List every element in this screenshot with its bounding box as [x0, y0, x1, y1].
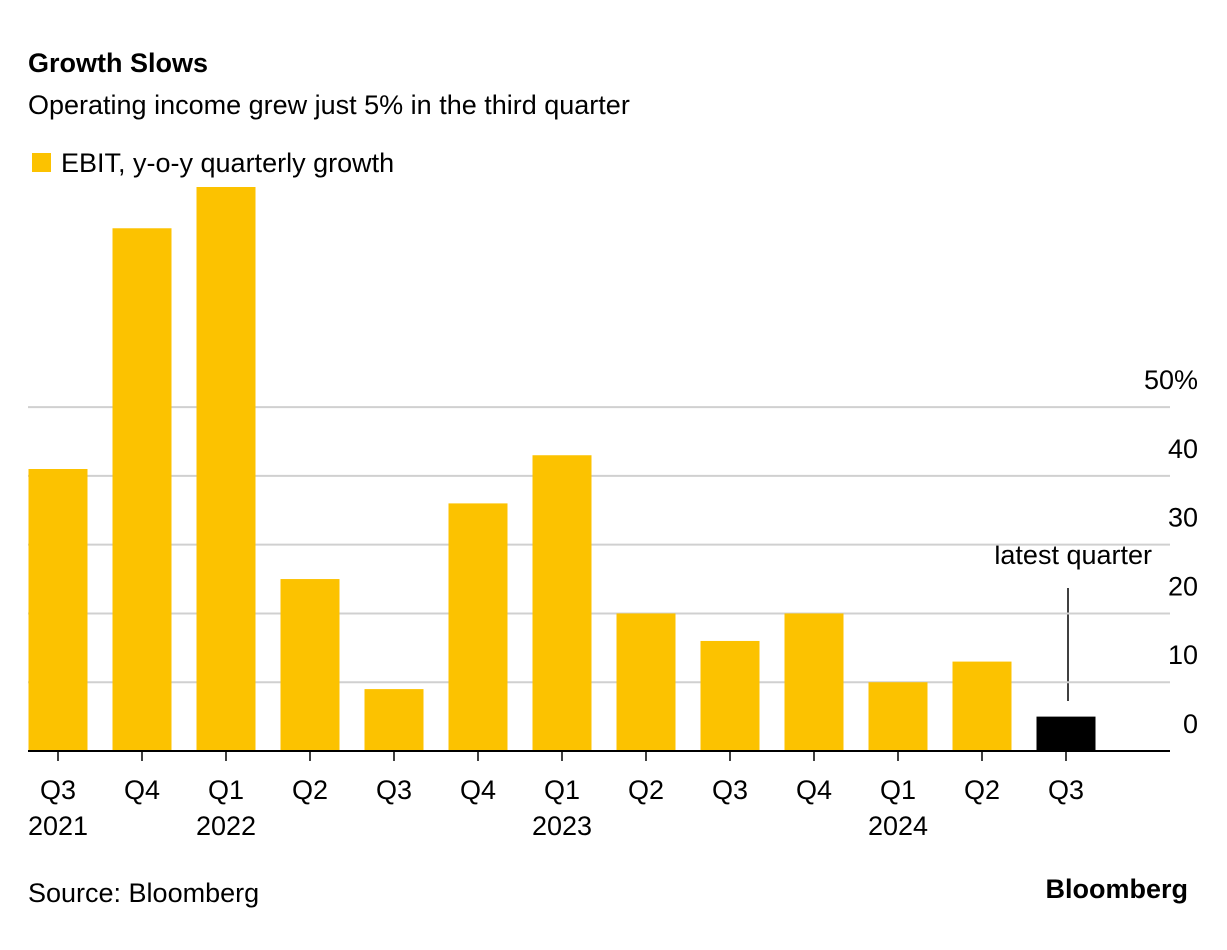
bar	[952, 661, 1012, 751]
x-tick-label: Q3	[376, 775, 412, 805]
x-tick-label: Q1	[880, 775, 916, 805]
x-tick-label: Q3	[40, 775, 76, 805]
y-tick-label: 50%	[1144, 365, 1198, 395]
x-tick-label: Q2	[292, 775, 328, 805]
chart-subtitle: Operating income grew just 5% in the thi…	[28, 90, 630, 120]
x-tick-label: Q2	[964, 775, 1000, 805]
bar	[784, 613, 844, 751]
bar	[1036, 716, 1096, 751]
bar	[280, 579, 340, 751]
bar	[364, 689, 424, 751]
bar	[616, 613, 676, 751]
y-tick-label: 0	[1183, 709, 1198, 739]
y-tick-label: 30	[1168, 503, 1198, 533]
x-group-label: 2022	[196, 811, 256, 841]
y-tick-label: 20	[1168, 571, 1198, 601]
x-tick-label: Q4	[124, 775, 160, 805]
x-group-label: 2021	[28, 811, 88, 841]
legend-label: EBIT, y-o-y quarterly growth	[61, 148, 394, 178]
x-tick-label: Q2	[628, 775, 664, 805]
bar	[700, 640, 760, 751]
x-tick-label: Q3	[712, 775, 748, 805]
x-tick-label: Q4	[460, 775, 496, 805]
x-tick-label: Q4	[796, 775, 832, 805]
bar	[532, 455, 592, 751]
bar	[448, 503, 508, 751]
bar	[868, 682, 928, 751]
legend-swatch	[32, 153, 51, 172]
chart-title: Growth Slows	[28, 48, 208, 78]
y-tick-label: 40	[1168, 434, 1198, 464]
x-tick-label: Q1	[544, 775, 580, 805]
y-tick-label: 10	[1168, 640, 1198, 670]
bar	[112, 228, 172, 751]
bar	[28, 469, 88, 751]
logo: Bloomberg	[1045, 874, 1188, 904]
x-tick-label: Q3	[1048, 775, 1084, 805]
x-tick-label: Q1	[208, 775, 244, 805]
bar	[196, 187, 256, 751]
x-group-label: 2023	[532, 811, 592, 841]
x-group-label: 2024	[868, 811, 928, 841]
source: Source: Bloomberg	[28, 878, 259, 908]
